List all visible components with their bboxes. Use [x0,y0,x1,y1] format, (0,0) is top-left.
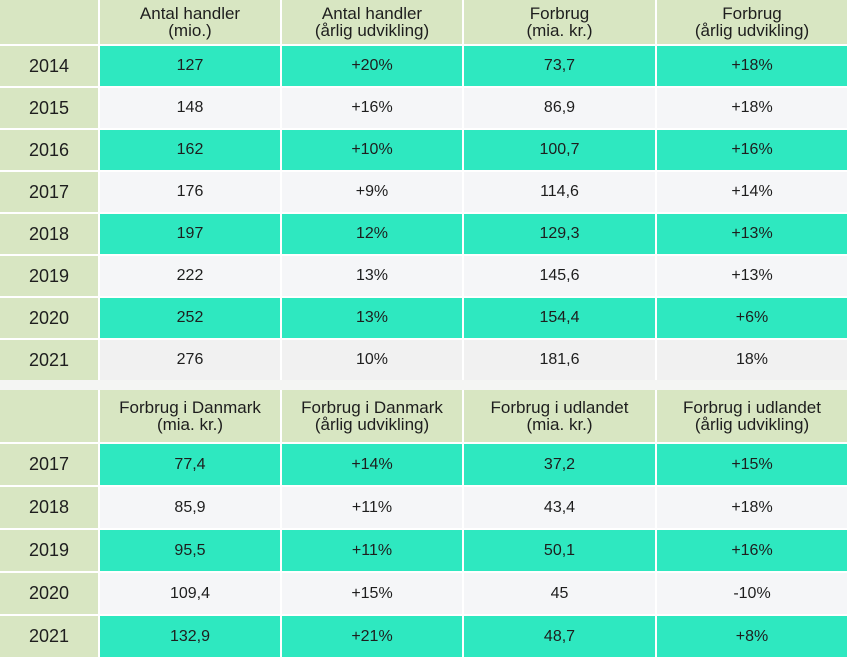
table-cell: 252 [98,296,280,338]
table-cell: +10% [280,128,462,170]
table-cell: +11% [280,485,462,528]
row-year: 2018 [0,212,98,254]
header-cell: Forbrug (årlig udvikling) [655,0,847,44]
header-corner [0,0,98,44]
table-cell: 109,4 [98,571,280,614]
table-row: 2017 176 +9% 114,6 +14% [0,170,847,212]
table-cell: 197 [98,212,280,254]
row-year: 2017 [0,442,98,485]
table-row: 2021 276 10% 181,6 18% [0,338,847,380]
table-row: 2017 77,4 +14% 37,2 +15% [0,442,847,485]
header-cell: Forbrug (mia. kr.) [462,0,655,44]
table-cell: 162 [98,128,280,170]
table-cell: -10% [655,571,847,614]
table-separator [0,380,847,390]
table-cell: +14% [655,170,847,212]
header-cell: Forbrug i udlandet (mia. kr.) [462,390,655,442]
table-row: 2018 85,9 +11% 43,4 +18% [0,485,847,528]
row-year: 2018 [0,485,98,528]
table-cell: 50,1 [462,528,655,571]
table-header-row: Forbrug i Danmark (mia. kr.) Forbrug i Da… [0,390,847,442]
row-year: 2020 [0,571,98,614]
table-cell: +13% [655,254,847,296]
table-row: 2014 127 +20% 73,7 +18% [0,44,847,86]
table-cell: 77,4 [98,442,280,485]
table-cell: 95,5 [98,528,280,571]
table-row: 2020 252 13% 154,4 +6% [0,296,847,338]
domestic-foreign-spending-table: Forbrug i Danmark (mia. kr.) Forbrug i Da… [0,390,847,657]
table-cell: +15% [655,442,847,485]
table-cell: 73,7 [462,44,655,86]
table-row: 2020 109,4 +15% 45 -10% [0,571,847,614]
row-year: 2015 [0,86,98,128]
table-cell: 37,2 [462,442,655,485]
table-cell: +6% [655,296,847,338]
table-cell: +16% [280,86,462,128]
table-cell: +8% [655,614,847,657]
row-year: 2019 [0,254,98,296]
table-cell: 45 [462,571,655,614]
table-cell: 12% [280,212,462,254]
table-cell: +21% [280,614,462,657]
table-cell: 85,9 [98,485,280,528]
table-cell: +13% [655,212,847,254]
header-cell: Forbrug i Danmark (mia. kr.) [98,390,280,442]
table-row: 2019 222 13% 145,6 +13% [0,254,847,296]
table-row: 2015 148 +16% 86,9 +18% [0,86,847,128]
table-cell: 276 [98,338,280,380]
table-cell: 181,6 [462,338,655,380]
table-cell: 148 [98,86,280,128]
table-cell: +11% [280,528,462,571]
table-cell: 43,4 [462,485,655,528]
card-transactions-table: Antal handler (mio.) Antal handler (årlig … [0,0,847,380]
row-year: 2021 [0,338,98,380]
header-cell: Forbrug i udlandet (årlig udvikling) [655,390,847,442]
table-cell: 222 [98,254,280,296]
row-year: 2016 [0,128,98,170]
table-cell: +20% [280,44,462,86]
table-cell: 86,9 [462,86,655,128]
row-year: 2019 [0,528,98,571]
table-cell: +18% [655,44,847,86]
table-row: 2018 197 12% 129,3 +13% [0,212,847,254]
row-year: 2021 [0,614,98,657]
table-cell: 114,6 [462,170,655,212]
table-cell: 129,3 [462,212,655,254]
table-cell: +18% [655,86,847,128]
table-cell: 100,7 [462,128,655,170]
table-row: 2016 162 +10% 100,7 +16% [0,128,847,170]
header-corner [0,390,98,442]
table-cell: 18% [655,338,847,380]
table-cell: 127 [98,44,280,86]
table-cell: 132,9 [98,614,280,657]
table-cell: +16% [655,528,847,571]
row-year: 2017 [0,170,98,212]
table-cell: 154,4 [462,296,655,338]
table-row: 2021 132,9 +21% 48,7 +8% [0,614,847,657]
table-cell: 176 [98,170,280,212]
header-cell: Antal handler (årlig udvikling) [280,0,462,44]
table-cell: +18% [655,485,847,528]
table-header-row: Antal handler (mio.) Antal handler (årlig … [0,0,847,44]
table-cell: 48,7 [462,614,655,657]
row-year: 2014 [0,44,98,86]
table-cell: 145,6 [462,254,655,296]
header-cell: Antal handler (mio.) [98,0,280,44]
table-cell: +14% [280,442,462,485]
table-cell: +16% [655,128,847,170]
table-cell: 13% [280,254,462,296]
table-row: 2019 95,5 +11% 50,1 +16% [0,528,847,571]
table-cell: 10% [280,338,462,380]
table-cell: +15% [280,571,462,614]
table-cell: +9% [280,170,462,212]
table-cell: 13% [280,296,462,338]
header-cell: Forbrug i Danmark (årlig udvikling) [280,390,462,442]
row-year: 2020 [0,296,98,338]
